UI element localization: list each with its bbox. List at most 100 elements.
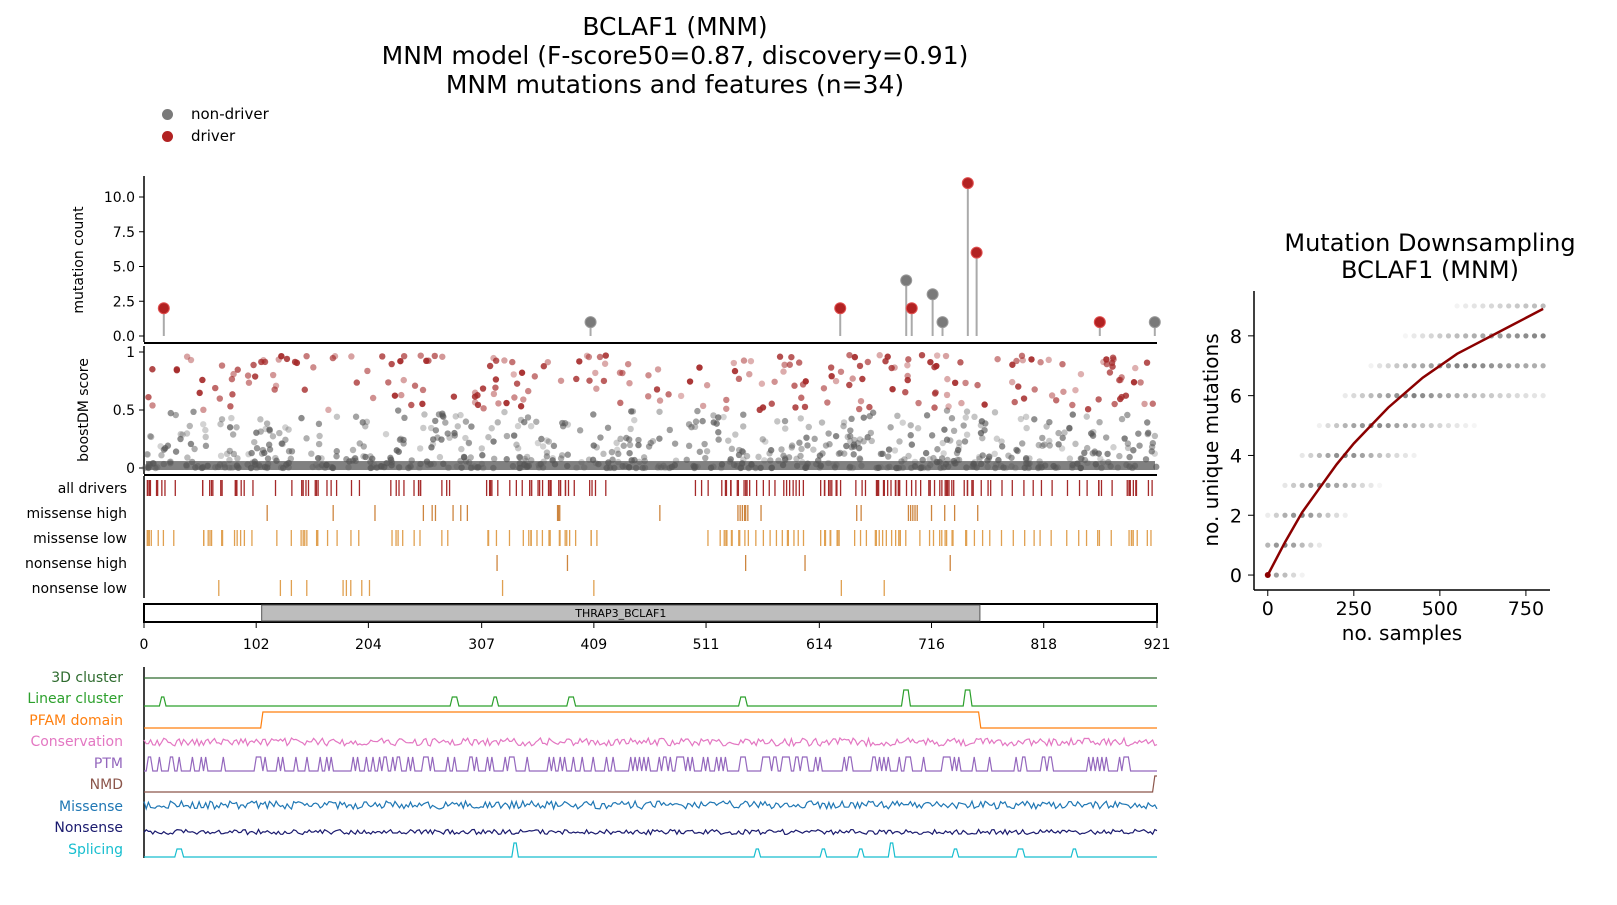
boostdm-point-non-driver: [318, 461, 326, 469]
boostdm-point-non-driver: [272, 454, 279, 462]
boostdm-point-non-driver: [661, 464, 669, 472]
boostdm-point-non-driver: [202, 433, 209, 441]
boostdm-point-non-driver: [218, 416, 226, 423]
boostdm-point-driver: [624, 360, 632, 368]
boostdm-point-non-driver: [1131, 462, 1139, 470]
legend-label-non-driver: non-driver: [191, 105, 269, 123]
downsampling-x-tick-label: 500: [1422, 598, 1458, 620]
boostdm-point-non-driver: [367, 458, 374, 466]
boostdm-point-non-driver: [285, 426, 292, 433]
boostdm-point-driver: [417, 352, 424, 359]
boostdm-point-non-driver: [488, 425, 495, 432]
boostdm-point-non-driver: [266, 427, 274, 435]
lollipop-head-driver: [970, 246, 983, 259]
boostdm-point-non-driver: [564, 462, 571, 470]
boostdm-point-non-driver: [1043, 423, 1050, 430]
boostdm-point-non-driver: [948, 415, 956, 422]
boostdm-point-non-driver: [810, 446, 817, 453]
boostdm-point-non-driver: [817, 462, 825, 470]
boostdm-point-non-driver: [960, 422, 967, 429]
boostdm-point-non-driver: [768, 464, 776, 471]
boostdm-point-non-driver: [407, 462, 414, 470]
boostdm-point-non-driver: [359, 419, 366, 426]
boostdm-point-non-driver: [457, 411, 464, 419]
boostdm-point-non-driver: [147, 433, 154, 440]
downsampling-title-line: Mutation Downsampling: [1284, 229, 1576, 257]
boostdm-point-non-driver: [1084, 444, 1091, 452]
boostdm-point-non-driver: [333, 453, 340, 460]
boostdm-point-driver: [283, 355, 291, 363]
downsampling-sample-point: [1325, 482, 1331, 488]
boostdm-point-non-driver: [775, 457, 782, 464]
boostdm-point-driver: [187, 356, 195, 364]
boostdm-point-driver: [1053, 397, 1060, 404]
boostdm-point-non-driver: [864, 434, 871, 441]
boostdm-point-non-driver: [797, 415, 804, 422]
track-label: missense high: [27, 506, 127, 522]
boostdm-point-non-driver: [755, 453, 762, 461]
boostdm-point-non-driver: [266, 426, 273, 433]
boostdm-point-non-driver: [494, 419, 501, 426]
boostdm-point-non-driver: [666, 464, 673, 472]
boostdm-point-non-driver: [453, 463, 460, 470]
boostdm-point-non-driver: [1061, 429, 1068, 436]
downsampling-sample-point: [1394, 422, 1400, 429]
boostdm-point-non-driver: [841, 450, 848, 457]
boostdm-point-non-driver: [581, 464, 588, 471]
boostdm-panel: 0 0.5 1 boostDM score: [76, 345, 1160, 477]
boostdm-point-non-driver: [1153, 463, 1160, 471]
lollipop-head-non-driver: [936, 316, 949, 329]
boostdm-point-non-driver: [145, 464, 152, 471]
downsampling-sample-point: [1394, 363, 1400, 369]
boostdm-point-non-driver: [846, 463, 854, 470]
boostdm-point-non-driver: [649, 437, 657, 445]
boostdm-point-driver: [398, 391, 405, 399]
boostdm-point-non-driver: [1096, 418, 1103, 426]
boostdm-y-tick-label: 0: [126, 461, 135, 477]
boostdm-point-non-driver: [514, 422, 522, 430]
downsampling-sample-point: [1437, 333, 1443, 339]
downsampling-sample-point: [1540, 393, 1546, 399]
boostdm-point-non-driver: [1046, 442, 1053, 449]
boostdm-point-non-driver: [490, 438, 497, 445]
boostdm-point-driver: [353, 379, 360, 386]
downsampling-sample-point: [1531, 393, 1538, 399]
boostdm-point-non-driver: [589, 456, 597, 464]
downsampling-sample-point: [1402, 363, 1409, 369]
boostdm-point-driver: [480, 405, 487, 412]
boostdm-point-non-driver: [893, 464, 900, 472]
boostdm-point-non-driver: [924, 464, 932, 472]
downsampling-sample-point: [1359, 393, 1366, 399]
boostdm-point-non-driver: [264, 460, 272, 468]
boostdm-point-non-driver: [613, 439, 620, 447]
boostdm-point-non-driver: [388, 462, 395, 469]
boostdm-point-non-driver: [432, 417, 439, 425]
boostdm-point-non-driver: [727, 456, 734, 463]
boostdm-point-non-driver: [733, 462, 741, 469]
boostdm-point-non-driver: [694, 407, 701, 415]
boostdm-point-driver: [1130, 379, 1138, 386]
boostdm-point-non-driver: [177, 430, 184, 438]
boostdm-point-non-driver: [538, 435, 545, 443]
boostdm-point-non-driver: [157, 443, 164, 450]
boostdm-point-non-driver: [941, 426, 948, 433]
boostdm-point-non-driver: [475, 464, 482, 471]
boostdm-point-non-driver: [167, 460, 174, 467]
boostdm-point-non-driver: [725, 437, 732, 444]
boostdm-point-non-driver: [893, 464, 901, 472]
downsampling-y-tick-label: 4: [1230, 445, 1242, 467]
boostdm-point-non-driver: [976, 455, 983, 462]
boostdm-point-non-driver: [229, 431, 237, 438]
downsampling-sample-point: [1325, 452, 1331, 459]
boostdm-point-non-driver: [728, 445, 736, 453]
boostdm-point-non-driver: [1145, 429, 1152, 437]
downsampling-sample-point: [1394, 452, 1400, 459]
boostdm-point-non-driver: [183, 463, 191, 470]
boostdm-point-non-driver: [257, 416, 264, 423]
boostdm-point-non-driver: [1055, 441, 1062, 448]
boostdm-point-driver: [1106, 369, 1114, 376]
boostdm-point-driver: [557, 377, 565, 384]
boostdm-point-driver: [1143, 359, 1151, 366]
boostdm-y-tick-label: 0.5: [113, 403, 135, 419]
boostdm-point-non-driver: [516, 454, 524, 461]
